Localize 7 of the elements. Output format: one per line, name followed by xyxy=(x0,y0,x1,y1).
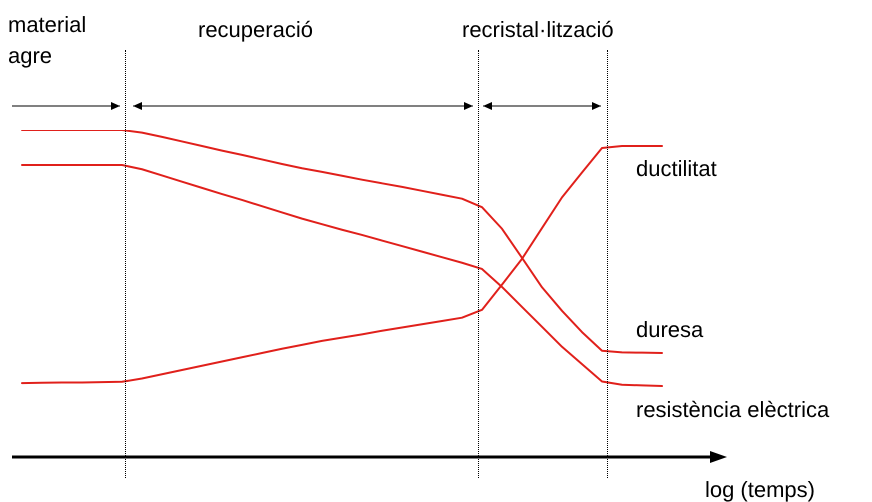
text: material agre xyxy=(8,11,88,70)
series-label: ductilitat xyxy=(636,156,717,182)
x-axis-title: log (temps) xyxy=(704,477,815,502)
text: recristal·lització xyxy=(462,16,614,44)
text: recuperació xyxy=(198,16,313,44)
series-label: duresa xyxy=(636,317,704,342)
series-label: resistència elèctrica xyxy=(636,397,830,422)
